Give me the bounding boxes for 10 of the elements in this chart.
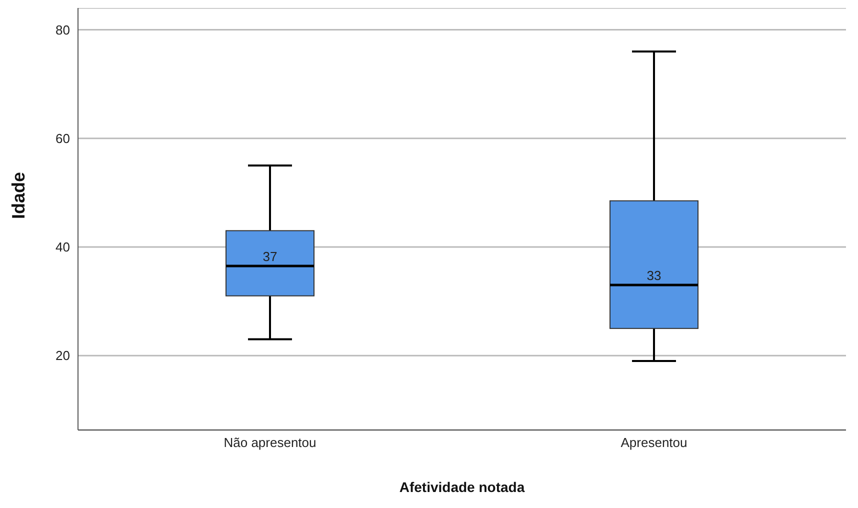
text: 37	[262, 248, 278, 264]
y-axis-title: Idade	[8, 172, 28, 219]
y-tick-label: 80	[56, 22, 70, 38]
x-tick-label: Não apresentou	[224, 435, 316, 450]
y-tick-label: 60	[56, 130, 70, 146]
y-tick-label: 20	[56, 348, 70, 364]
x-tick-label: Apresentou	[620, 435, 688, 450]
x-axis-title: Afetividade notada	[399, 479, 525, 495]
y-tick-label: 40	[56, 240, 70, 255]
text: 33	[646, 268, 662, 283]
